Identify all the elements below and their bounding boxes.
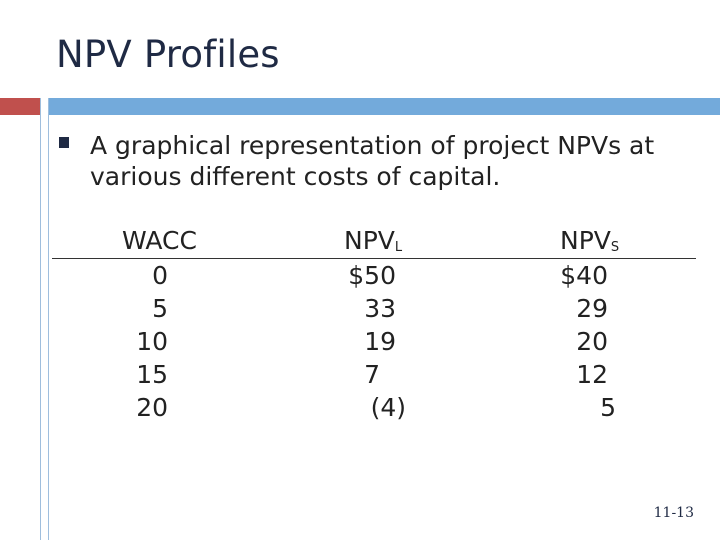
cell-npv-s: 29 (576, 294, 608, 323)
cell-npv-l: 7 (364, 360, 380, 389)
table-row: 10 19 20 (52, 325, 696, 358)
bullet-icon (59, 137, 69, 148)
table-row: 5 33 29 (52, 292, 696, 325)
table-body: 0 $50 $40 5 33 29 10 19 20 15 7 12 20 (4… (52, 259, 696, 424)
npv-table: WACC NPVL NPVS 0 $50 $40 5 33 29 10 19 2… (52, 224, 696, 424)
header-npv-s: NPVS (560, 224, 619, 265)
header-npv-l-sub: L (394, 240, 403, 255)
table-row: 20 (4) 5 (52, 391, 696, 424)
cell-npv-s: 20 (576, 327, 608, 356)
header-npv-s-sub: S (610, 240, 620, 255)
accent-block-red (0, 98, 40, 115)
header-npv-s-main: NPV (560, 226, 611, 255)
cell-npv-s: $40 (560, 261, 608, 290)
cell-npv-l: 19 (364, 327, 396, 356)
accent-bar-blue (49, 98, 720, 115)
cell-wacc: 0 (152, 261, 168, 290)
cell-npv-l: 33 (364, 294, 396, 323)
page-number: 11-13 (653, 505, 694, 521)
slide-title: NPV Profiles (56, 33, 280, 76)
cell-npv-l: $50 (348, 261, 396, 290)
table-header: WACC NPVL NPVS (52, 224, 696, 259)
bullet-text: A graphical representation of project NP… (90, 131, 655, 191)
cell-wacc: 20 (136, 393, 168, 422)
header-npv-l: NPVL (344, 224, 402, 265)
cell-wacc: 15 (136, 360, 168, 389)
table-row: 15 7 12 (52, 358, 696, 391)
table-row: 0 $50 $40 (52, 259, 696, 292)
header-wacc: WACC (122, 226, 197, 255)
cell-npv-s: 5 (600, 393, 616, 422)
cell-npv-l: (4) (370, 393, 406, 422)
cell-wacc: 5 (152, 294, 168, 323)
cell-wacc: 10 (136, 327, 168, 356)
cell-npv-s: 12 (576, 360, 608, 389)
accent-vertical-line (40, 98, 49, 540)
header-npv-l-main: NPV (344, 226, 395, 255)
